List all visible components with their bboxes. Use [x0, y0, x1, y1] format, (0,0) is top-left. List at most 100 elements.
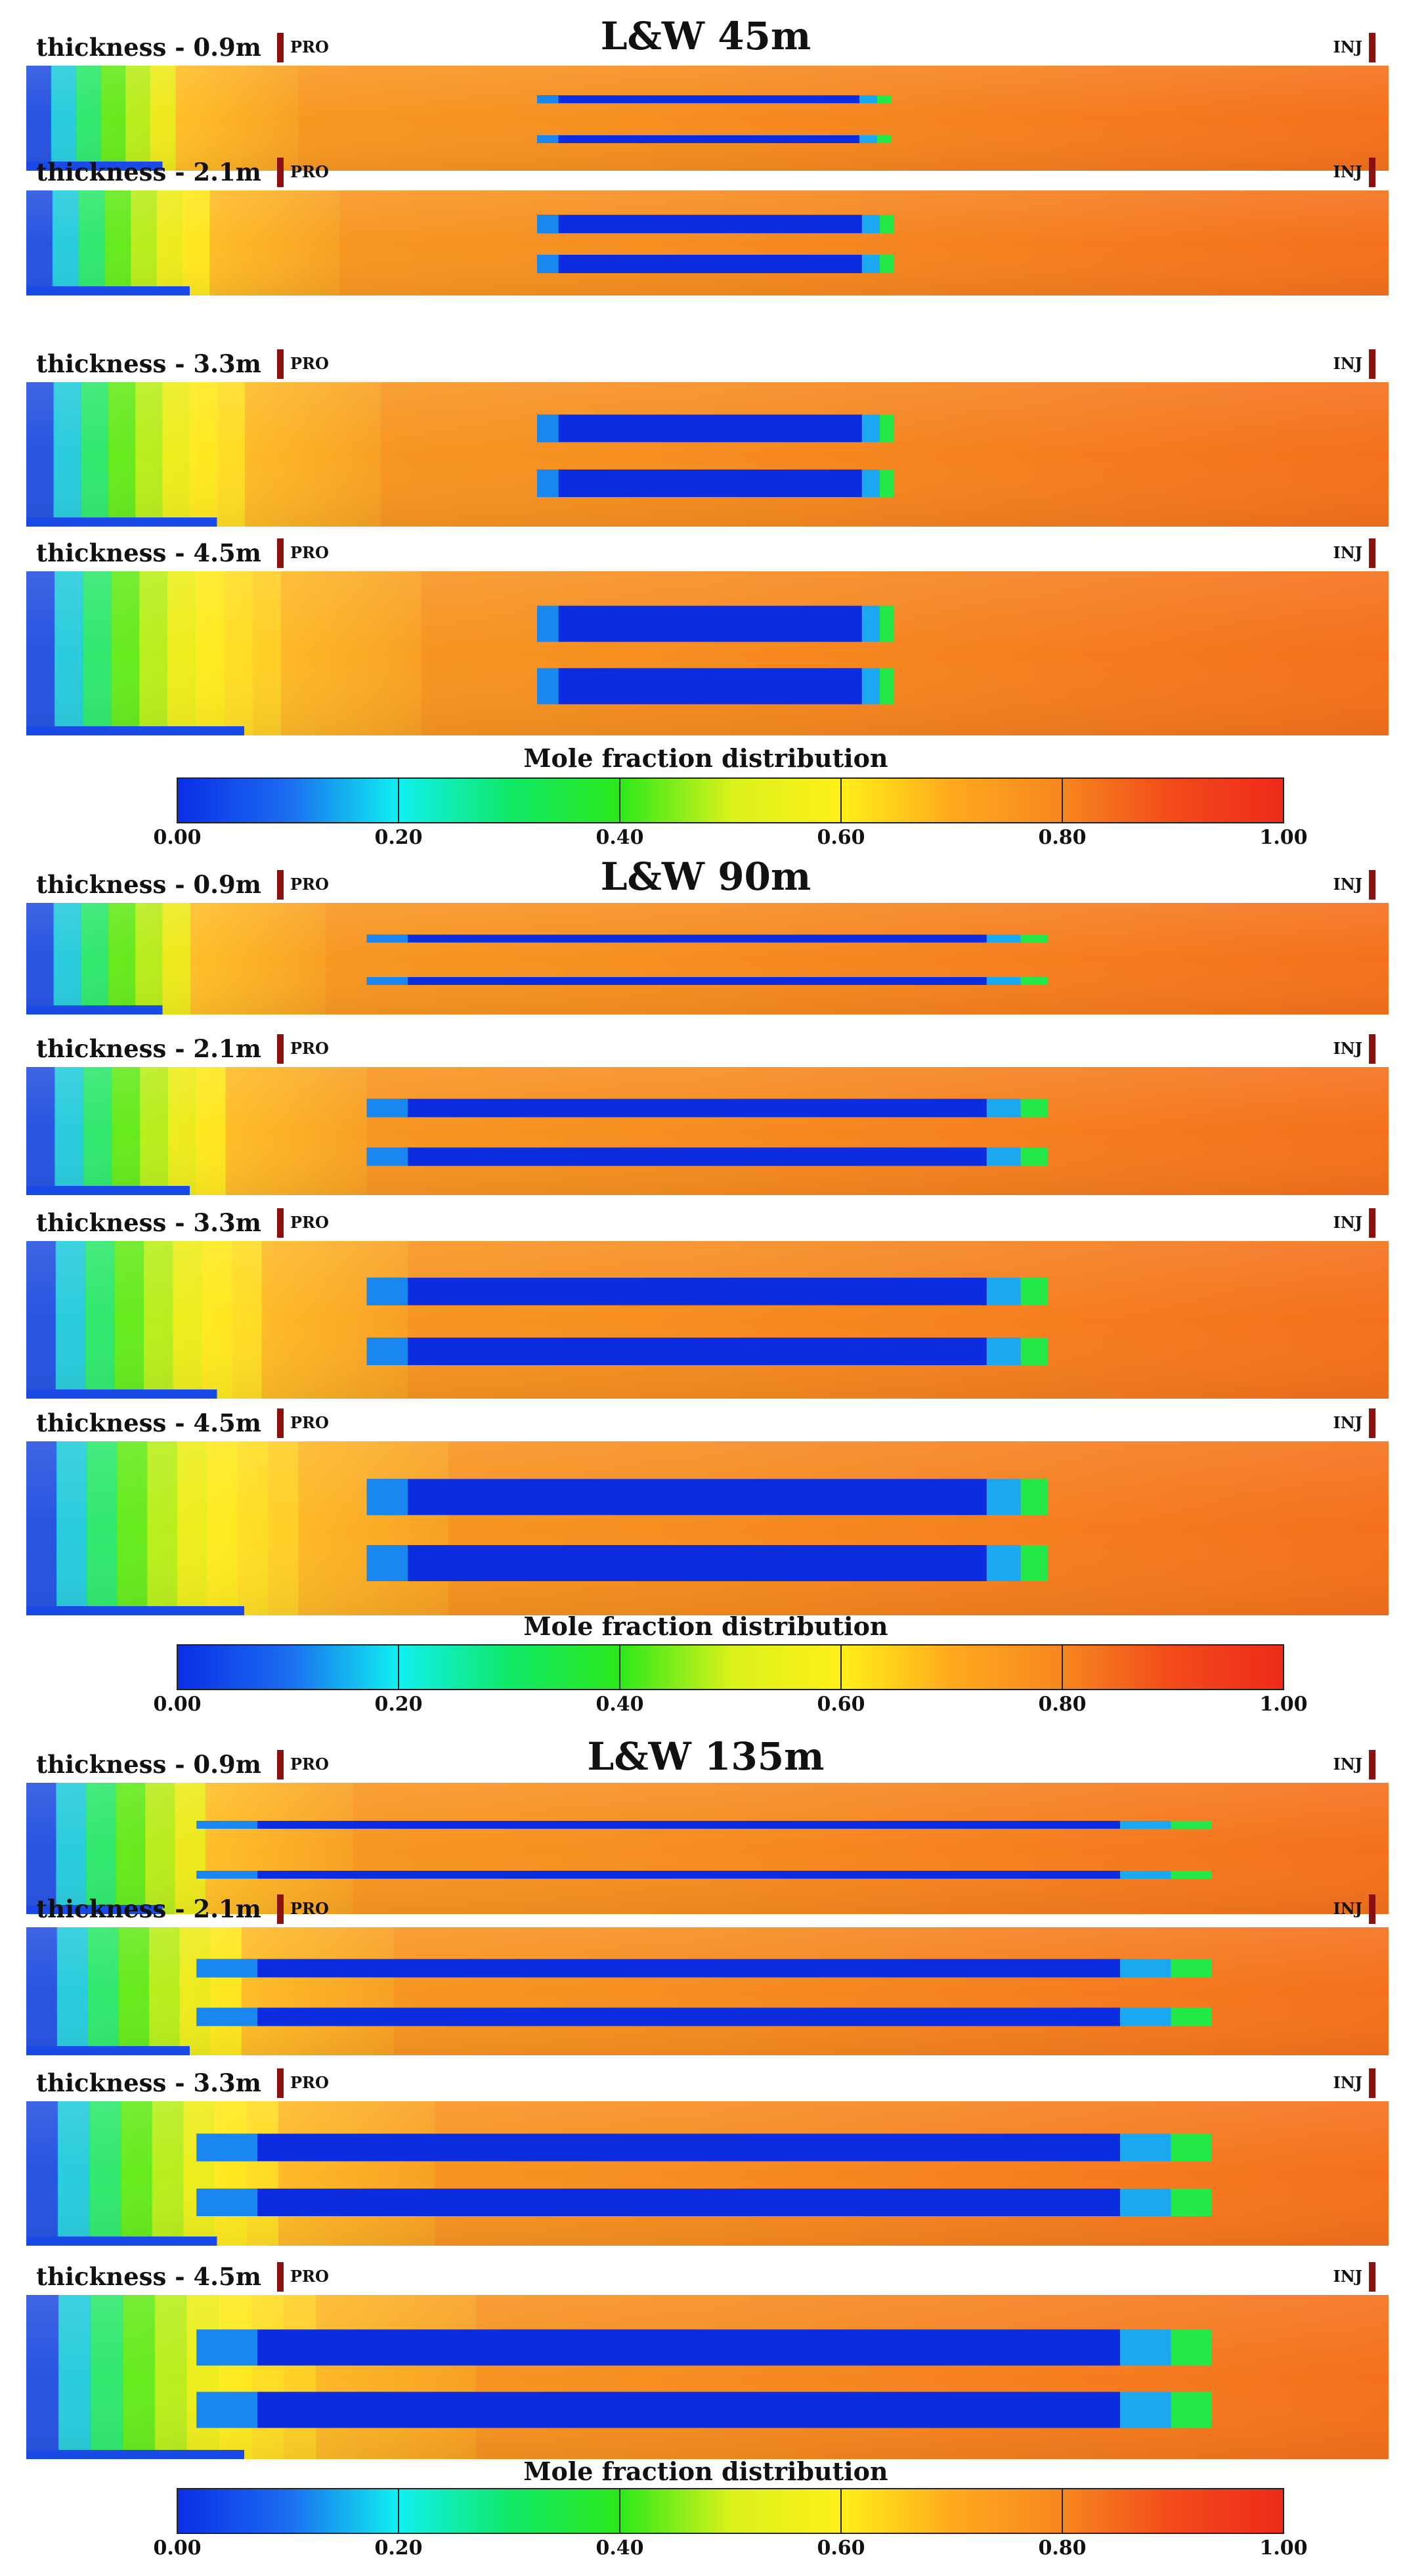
colorbar: Mole fraction distribution 0.00 0.20 0.40 0.…	[153, 743, 1307, 849]
well-tip	[1120, 1959, 1171, 1978]
injector-label: INJ	[1333, 1213, 1362, 1232]
well-heel	[537, 605, 559, 642]
producer-marker	[277, 870, 284, 900]
panel-shading	[26, 2101, 1389, 2246]
reservoir-panel: thickness - 4.5m PRO INJ	[26, 2262, 1389, 2459]
well-body	[537, 95, 860, 104]
colorbar-tick-label: 0.20	[374, 2537, 422, 2560]
thickness-label: thickness - 4.5m	[36, 2262, 261, 2291]
colorbar-tick-label: 0.60	[817, 2537, 865, 2560]
injector-label: INJ	[1333, 162, 1362, 181]
reservoir-panel: thickness - 3.3m PRO INJ	[26, 1208, 1389, 1399]
colorbar-tick-label: 0.40	[595, 2537, 643, 2560]
horizontal-well-1	[537, 215, 894, 234]
horizontal-well-2	[537, 668, 894, 705]
injector-marker	[1369, 1750, 1375, 1779]
well-toe	[877, 95, 892, 104]
well-heel	[196, 2133, 258, 2162]
colorbar-tick-label: 0.20	[374, 826, 422, 849]
well-tip	[986, 1338, 1021, 1365]
injector-label: INJ	[1333, 1413, 1362, 1432]
well-body	[196, 2133, 1121, 2162]
well-body	[537, 255, 862, 273]
well-heel	[196, 1821, 258, 1829]
producer-label: PRO	[290, 1039, 329, 1058]
well-tip	[986, 1147, 1021, 1166]
producer-label: PRO	[290, 354, 329, 373]
well-body	[196, 2391, 1121, 2428]
well-body	[196, 2329, 1121, 2366]
well-body	[196, 2007, 1121, 2026]
well-heel	[196, 2391, 258, 2428]
panel-shading	[26, 571, 1389, 735]
well-toe	[1020, 1277, 1048, 1305]
well-toe	[1020, 1338, 1048, 1365]
well-toe	[1020, 1099, 1048, 1118]
colorbar: Mole fraction distribution 0.00 0.20 0.40 0.…	[153, 2456, 1307, 2560]
horizontal-well-2	[537, 255, 894, 273]
panel-shading	[26, 1441, 1389, 1615]
colorbar-title: Mole fraction distribution	[523, 743, 888, 773]
well-toe	[1171, 2189, 1212, 2216]
producer-label: PRO	[290, 543, 329, 562]
injector-marker	[1369, 33, 1375, 62]
colorbar-tick-label: 0.00	[153, 826, 201, 849]
well-toe	[1171, 2329, 1212, 2366]
well-toe	[1171, 1871, 1212, 1879]
producer-label: PRO	[290, 1213, 329, 1232]
well-heel	[537, 255, 559, 273]
section-title: L&W 90m	[601, 854, 811, 899]
reservoir-panel: thickness - 2.1m PRO INJ	[26, 1034, 1389, 1195]
well-heel	[537, 668, 559, 705]
reservoir-panel: thickness - 3.3m PRO INJ	[26, 349, 1389, 527]
horizontal-well-1	[537, 605, 894, 642]
well-toe	[880, 215, 894, 234]
thickness-label: thickness - 2.1m	[36, 1034, 261, 1063]
well-tip	[986, 1277, 1021, 1305]
colorbar-tick-label: 0.60	[817, 1693, 865, 1716]
well-body	[366, 1147, 987, 1166]
producer-marker	[277, 349, 284, 379]
well-toe	[1171, 1959, 1212, 1978]
thickness-label: thickness - 2.1m	[36, 158, 261, 186]
colorbar-tick-label: 1.00	[1259, 826, 1307, 849]
well-tip	[861, 215, 880, 234]
horizontal-well-2	[366, 1545, 1048, 1581]
thickness-label: thickness - 3.3m	[36, 2068, 261, 2097]
colorbar-tick-label: 0.00	[153, 2537, 201, 2560]
well-body	[196, 1821, 1121, 1829]
well-tip	[861, 605, 880, 642]
well-tip	[986, 934, 1021, 943]
colorbar-tick-label: 0.40	[595, 826, 643, 849]
horizontal-well-1	[366, 934, 1048, 943]
well-tip	[986, 977, 1021, 985]
well-body	[196, 1959, 1121, 1978]
well-tip	[859, 95, 878, 104]
well-heel	[537, 215, 559, 234]
well-heel	[366, 934, 408, 943]
panel-shading	[26, 382, 1389, 527]
injector-marker	[1369, 1894, 1375, 1924]
injector-marker	[1369, 538, 1375, 568]
well-tip	[986, 1545, 1021, 1581]
well-tip	[861, 469, 880, 497]
well-tip	[861, 668, 880, 705]
panel-shading	[26, 1927, 1389, 2055]
colorbar-tick-label: 0.80	[1038, 2537, 1086, 2560]
horizontal-well-1	[366, 1277, 1048, 1305]
well-heel	[537, 469, 559, 497]
injector-label: INJ	[1333, 1039, 1362, 1058]
producer-marker	[277, 158, 284, 187]
well-toe	[880, 605, 894, 642]
well-heel	[196, 1959, 258, 1978]
well-body	[366, 1277, 987, 1305]
well-body	[366, 977, 987, 985]
producer-marker	[277, 2068, 284, 2098]
well-tip	[1120, 2391, 1171, 2428]
reservoir-panel: thickness - 0.9m PRO INJ	[26, 1750, 1389, 1914]
horizontal-well-2	[196, 2007, 1212, 2026]
well-tip	[986, 1479, 1021, 1516]
reservoir-panel: thickness - 0.9m PRO INJ	[26, 870, 1389, 1015]
